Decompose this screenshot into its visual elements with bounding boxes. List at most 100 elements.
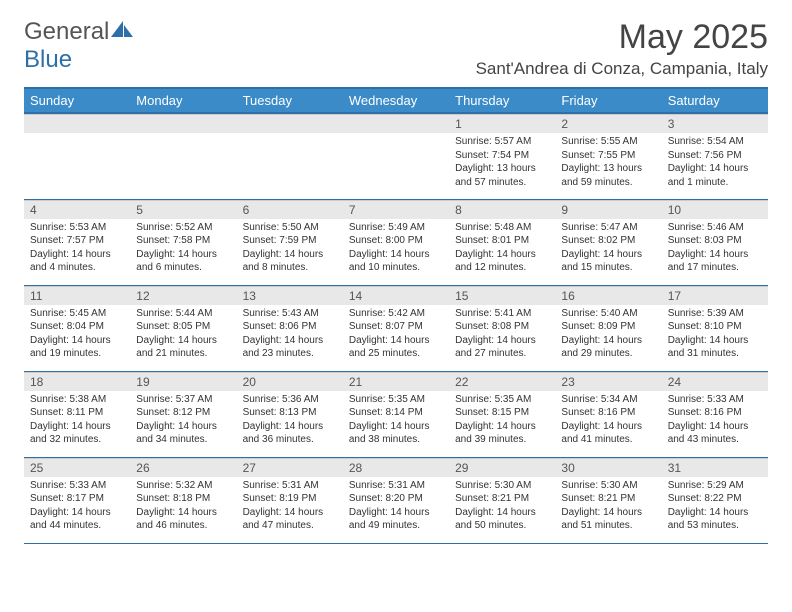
sunrise: Sunrise: 5:43 AM	[243, 307, 337, 321]
daylight: Daylight: 14 hours and 1 minute.	[668, 162, 762, 189]
sunset: Sunset: 8:06 PM	[243, 320, 337, 334]
daylight: Daylight: 14 hours and 25 minutes.	[349, 334, 443, 361]
day-number-empty	[343, 114, 449, 133]
sunset: Sunset: 7:58 PM	[136, 234, 230, 248]
sunset: Sunset: 8:12 PM	[136, 406, 230, 420]
daylight: Daylight: 14 hours and 49 minutes.	[349, 506, 443, 533]
day-cell: 11Sunrise: 5:45 AMSunset: 8:04 PMDayligh…	[24, 285, 130, 371]
day-cell	[343, 113, 449, 199]
day-details: Sunrise: 5:57 AMSunset: 7:54 PMDaylight:…	[449, 133, 555, 191]
sunset: Sunset: 7:56 PM	[668, 149, 762, 163]
daylight: Daylight: 14 hours and 27 minutes.	[455, 334, 549, 361]
day-details: Sunrise: 5:31 AMSunset: 8:20 PMDaylight:…	[343, 477, 449, 535]
daylight: Daylight: 14 hours and 4 minutes.	[30, 248, 124, 275]
sail-icon	[109, 19, 135, 39]
day-cell: 15Sunrise: 5:41 AMSunset: 8:08 PMDayligh…	[449, 285, 555, 371]
weekday-sunday: Sunday	[24, 88, 130, 113]
day-number: 18	[24, 372, 130, 391]
day-details: Sunrise: 5:38 AMSunset: 8:11 PMDaylight:…	[24, 391, 130, 449]
day-details: Sunrise: 5:37 AMSunset: 8:12 PMDaylight:…	[130, 391, 236, 449]
logo: General Blue	[24, 18, 135, 74]
location: Sant'Andrea di Conza, Campania, Italy	[476, 59, 768, 79]
day-number: 26	[130, 458, 236, 477]
sunrise: Sunrise: 5:40 AM	[561, 307, 655, 321]
sunrise: Sunrise: 5:34 AM	[561, 393, 655, 407]
sunset: Sunset: 8:05 PM	[136, 320, 230, 334]
sunrise: Sunrise: 5:31 AM	[349, 479, 443, 493]
weekday-monday: Monday	[130, 88, 236, 113]
sunset: Sunset: 8:21 PM	[455, 492, 549, 506]
logo-left: General	[24, 18, 109, 45]
logo-text: General Blue	[24, 18, 135, 74]
title-block: May 2025 Sant'Andrea di Conza, Campania,…	[476, 18, 768, 79]
day-details: Sunrise: 5:30 AMSunset: 8:21 PMDaylight:…	[449, 477, 555, 535]
daylight: Daylight: 14 hours and 23 minutes.	[243, 334, 337, 361]
day-number: 17	[662, 286, 768, 305]
sunset: Sunset: 8:09 PM	[561, 320, 655, 334]
weekday-friday: Friday	[555, 88, 661, 113]
day-cell: 23Sunrise: 5:34 AMSunset: 8:16 PMDayligh…	[555, 371, 661, 457]
day-number: 10	[662, 200, 768, 219]
day-details: Sunrise: 5:47 AMSunset: 8:02 PMDaylight:…	[555, 219, 661, 277]
sunset: Sunset: 7:59 PM	[243, 234, 337, 248]
daylight: Daylight: 13 hours and 59 minutes.	[561, 162, 655, 189]
daylight: Daylight: 14 hours and 43 minutes.	[668, 420, 762, 447]
sunset: Sunset: 8:16 PM	[668, 406, 762, 420]
day-number-empty	[130, 114, 236, 133]
sunset: Sunset: 8:21 PM	[561, 492, 655, 506]
day-details: Sunrise: 5:42 AMSunset: 8:07 PMDaylight:…	[343, 305, 449, 363]
day-cell: 26Sunrise: 5:32 AMSunset: 8:18 PMDayligh…	[130, 457, 236, 543]
sunset: Sunset: 8:13 PM	[243, 406, 337, 420]
day-cell: 31Sunrise: 5:29 AMSunset: 8:22 PMDayligh…	[662, 457, 768, 543]
sunset: Sunset: 8:20 PM	[349, 492, 443, 506]
day-cell: 18Sunrise: 5:38 AMSunset: 8:11 PMDayligh…	[24, 371, 130, 457]
weekday-thursday: Thursday	[449, 88, 555, 113]
weekday-tuesday: Tuesday	[237, 88, 343, 113]
daylight: Daylight: 14 hours and 41 minutes.	[561, 420, 655, 447]
day-number: 30	[555, 458, 661, 477]
day-number: 11	[24, 286, 130, 305]
sunrise: Sunrise: 5:29 AM	[668, 479, 762, 493]
day-cell: 10Sunrise: 5:46 AMSunset: 8:03 PMDayligh…	[662, 199, 768, 285]
sunset: Sunset: 8:17 PM	[30, 492, 124, 506]
day-cell: 16Sunrise: 5:40 AMSunset: 8:09 PMDayligh…	[555, 285, 661, 371]
day-details: Sunrise: 5:33 AMSunset: 8:16 PMDaylight:…	[662, 391, 768, 449]
sunset: Sunset: 8:00 PM	[349, 234, 443, 248]
day-number: 3	[662, 114, 768, 133]
sunrise: Sunrise: 5:42 AM	[349, 307, 443, 321]
daylight: Daylight: 14 hours and 51 minutes.	[561, 506, 655, 533]
day-number: 27	[237, 458, 343, 477]
day-cell	[24, 113, 130, 199]
sunset: Sunset: 7:57 PM	[30, 234, 124, 248]
day-number: 12	[130, 286, 236, 305]
day-number: 20	[237, 372, 343, 391]
sunset: Sunset: 8:16 PM	[561, 406, 655, 420]
daylight: Daylight: 14 hours and 50 minutes.	[455, 506, 549, 533]
day-number: 9	[555, 200, 661, 219]
sunset: Sunset: 7:54 PM	[455, 149, 549, 163]
sunrise: Sunrise: 5:49 AM	[349, 221, 443, 235]
day-cell: 7Sunrise: 5:49 AMSunset: 8:00 PMDaylight…	[343, 199, 449, 285]
sunrise: Sunrise: 5:39 AM	[668, 307, 762, 321]
weekday-wednesday: Wednesday	[343, 88, 449, 113]
day-details: Sunrise: 5:32 AMSunset: 8:18 PMDaylight:…	[130, 477, 236, 535]
sunrise: Sunrise: 5:53 AM	[30, 221, 124, 235]
day-number: 2	[555, 114, 661, 133]
sunset: Sunset: 8:15 PM	[455, 406, 549, 420]
sunrise: Sunrise: 5:50 AM	[243, 221, 337, 235]
day-number: 25	[24, 458, 130, 477]
sunrise: Sunrise: 5:30 AM	[455, 479, 549, 493]
daylight: Daylight: 14 hours and 10 minutes.	[349, 248, 443, 275]
sunrise: Sunrise: 5:57 AM	[455, 135, 549, 149]
day-cell: 3Sunrise: 5:54 AMSunset: 7:56 PMDaylight…	[662, 113, 768, 199]
daylight: Daylight: 14 hours and 15 minutes.	[561, 248, 655, 275]
sunset: Sunset: 7:55 PM	[561, 149, 655, 163]
sunset: Sunset: 8:14 PM	[349, 406, 443, 420]
daylight: Daylight: 14 hours and 46 minutes.	[136, 506, 230, 533]
daylight: Daylight: 14 hours and 39 minutes.	[455, 420, 549, 447]
sunrise: Sunrise: 5:33 AM	[30, 479, 124, 493]
week-row: 4Sunrise: 5:53 AMSunset: 7:57 PMDaylight…	[24, 199, 768, 285]
sunrise: Sunrise: 5:41 AM	[455, 307, 549, 321]
day-details: Sunrise: 5:55 AMSunset: 7:55 PMDaylight:…	[555, 133, 661, 191]
day-cell: 12Sunrise: 5:44 AMSunset: 8:05 PMDayligh…	[130, 285, 236, 371]
